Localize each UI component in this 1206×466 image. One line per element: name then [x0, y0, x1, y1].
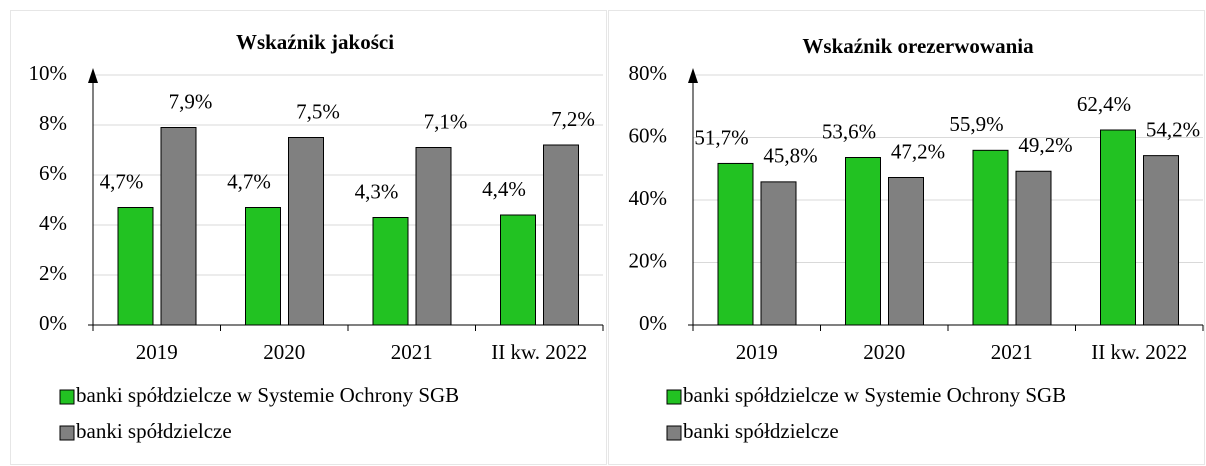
bar — [160, 127, 197, 326]
bar — [1143, 155, 1179, 326]
y-tick-label: 40% — [629, 186, 668, 210]
bar — [288, 137, 324, 326]
data-label: 62,4% — [1077, 92, 1131, 116]
x-tick-label: 2020 — [863, 340, 905, 364]
legend-label: banki spółdzielcze — [76, 419, 232, 443]
panel-border — [608, 10, 1205, 465]
y-tick-label: 6% — [39, 161, 67, 185]
bar — [972, 149, 1009, 326]
legend-swatch — [59, 389, 75, 405]
y-axis-arrow — [688, 68, 698, 83]
bar — [245, 207, 281, 326]
y-tick-label: 2% — [39, 261, 67, 285]
data-label: 45,8% — [763, 144, 817, 168]
data-label: 4,7% — [100, 169, 144, 193]
bar — [888, 177, 924, 326]
bar — [117, 207, 154, 326]
data-label: 7,9% — [169, 89, 213, 113]
data-label: 7,1% — [424, 109, 468, 133]
y-tick-label: 0% — [39, 311, 67, 335]
y-tick-label: 10% — [29, 61, 68, 85]
legend-swatch — [59, 425, 75, 441]
y-tick-label: 4% — [39, 211, 67, 235]
y-tick-label: 20% — [629, 248, 668, 272]
data-label: 55,9% — [949, 112, 1003, 136]
data-label: 53,6% — [822, 119, 876, 143]
x-tick-label: 2021 — [391, 340, 433, 364]
y-tick-label: 0% — [639, 311, 667, 335]
legend-label: banki spółdzielcze — [683, 419, 839, 443]
bar — [1015, 170, 1052, 326]
x-tick-label: 2021 — [991, 340, 1033, 364]
bar — [415, 147, 452, 326]
data-label: 4,7% — [227, 169, 271, 193]
data-label: 51,7% — [694, 125, 748, 149]
data-label: 4,4% — [482, 177, 526, 201]
x-tick-label: 2019 — [136, 340, 178, 364]
data-label: 7,2% — [551, 107, 595, 131]
panel-border — [10, 10, 607, 465]
bar — [500, 214, 536, 326]
bar — [1100, 129, 1136, 326]
x-tick-label: II kw. 2022 — [1091, 340, 1187, 364]
legend-swatch — [666, 389, 682, 405]
bar — [717, 162, 754, 326]
bar — [543, 144, 579, 326]
y-tick-label: 60% — [629, 123, 668, 147]
chart-title: Wskaźnik jakości — [236, 30, 394, 54]
legend-swatch — [666, 425, 682, 441]
x-tick-label: II kw. 2022 — [491, 340, 587, 364]
data-label: 7,5% — [296, 99, 340, 123]
x-tick-label: 2020 — [263, 340, 305, 364]
legend-label: banki spółdzielcze w Systemie Ochrony SG… — [76, 383, 459, 407]
data-label: 54,2% — [1146, 117, 1200, 141]
bar — [845, 157, 881, 326]
x-tick-label: 2019 — [736, 340, 778, 364]
chart-title: Wskaźnik orezerwowania — [802, 34, 1034, 58]
y-axis-arrow — [88, 68, 98, 83]
data-label: 49,2% — [1018, 133, 1072, 157]
data-label: 4,3% — [355, 179, 399, 203]
y-tick-label: 8% — [39, 111, 67, 135]
bar — [760, 181, 797, 326]
bar — [372, 217, 409, 326]
legend-label: banki spółdzielcze w Systemie Ochrony SG… — [683, 383, 1066, 407]
y-tick-label: 80% — [629, 61, 668, 85]
data-label: 47,2% — [891, 139, 945, 163]
